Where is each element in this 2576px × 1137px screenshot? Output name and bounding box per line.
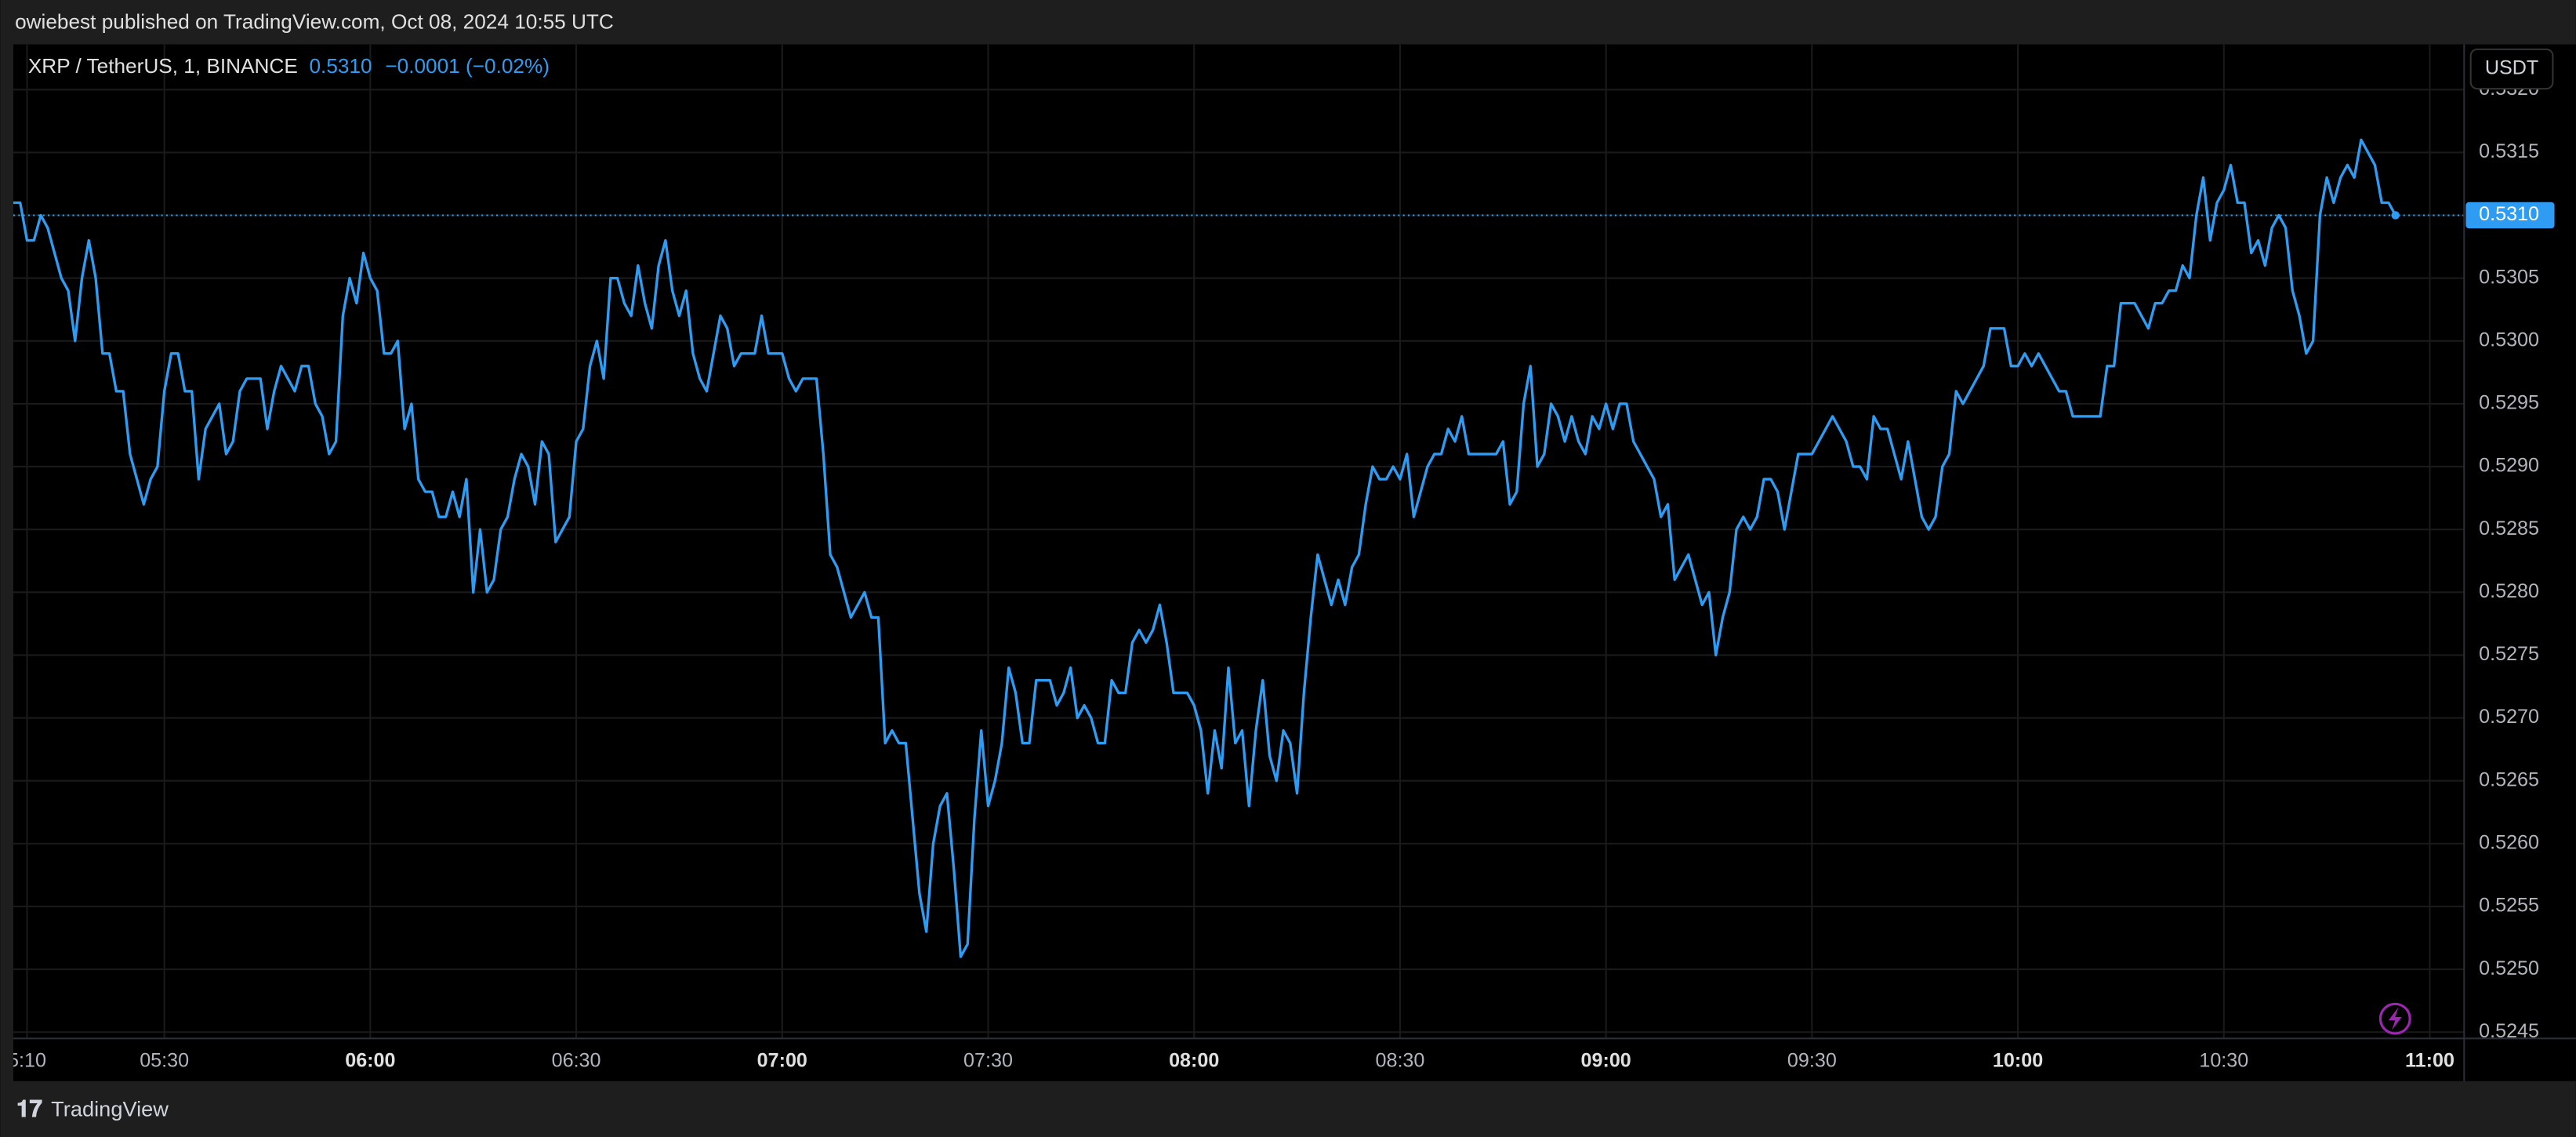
y-tick-label: 0.5280 (2479, 580, 2539, 602)
lightning-glyph (2388, 1007, 2402, 1030)
x-tick-label: 08:30 (1375, 1049, 1424, 1071)
price-tag-label: 0.5310 (2479, 203, 2539, 225)
x-tick-label: 10:30 (2199, 1049, 2248, 1071)
x-tick-label: 06:30 (552, 1049, 601, 1071)
footer-brand: TradingView (51, 1097, 169, 1121)
y-tick-label: 0.5285 (2479, 518, 2539, 539)
legend-symbol: XRP / TetherUS, 1, BINANCE (28, 54, 298, 78)
y-tick-label: 0.5270 (2479, 706, 2539, 728)
legend-last: 0.5310 (309, 54, 372, 78)
footer-logo: 𝟏𝟕 (16, 1096, 42, 1122)
x-tick-label: 09:30 (1787, 1049, 1837, 1071)
y-tick-label: 0.5260 (2479, 832, 2539, 854)
x-tick-label: 09:00 (1581, 1049, 1631, 1071)
price-tag (2465, 202, 2555, 229)
y-tick-label: 0.5255 (2479, 895, 2539, 917)
y-tick-label: 0.5315 (2479, 140, 2539, 162)
lightning-icon[interactable] (2378, 1002, 2411, 1035)
x-tick-label: 10:00 (1993, 1049, 2043, 1071)
last-point (2391, 211, 2400, 220)
chart-panel (13, 44, 2576, 1081)
price-line (13, 138, 2397, 958)
y-tick-label: 0.5300 (2479, 329, 2539, 351)
x-tick-label: 06:00 (345, 1049, 395, 1071)
x-tick-label: 08:00 (1169, 1049, 1219, 1071)
header-title: owiebest published on TradingView.com, O… (15, 9, 614, 33)
y-tick-label: 0.5290 (2479, 455, 2539, 477)
currency-button[interactable] (2469, 48, 2554, 90)
y-tick-label: 0.5275 (2479, 643, 2539, 665)
x-tick-label: 11:00 (2405, 1049, 2454, 1071)
y-tick-label: 0.5295 (2479, 392, 2539, 414)
y-tick-label: 0.5250 (2479, 957, 2539, 979)
legend-change: −0.0001 (−0.02%) (385, 54, 550, 78)
y-tick-label: 0.5305 (2479, 266, 2539, 288)
x-tick-label: 07:00 (757, 1049, 807, 1071)
currency-label[interactable]: USDT (2485, 57, 2538, 79)
x-tick-label: 07:30 (963, 1049, 1013, 1071)
y-tick-label: 0.5245 (2479, 1020, 2539, 1042)
x-tick-label: 05:30 (140, 1049, 189, 1071)
y-tick-label: 0.5265 (2479, 768, 2539, 790)
x-tick-label: 5:10 (8, 1049, 46, 1071)
